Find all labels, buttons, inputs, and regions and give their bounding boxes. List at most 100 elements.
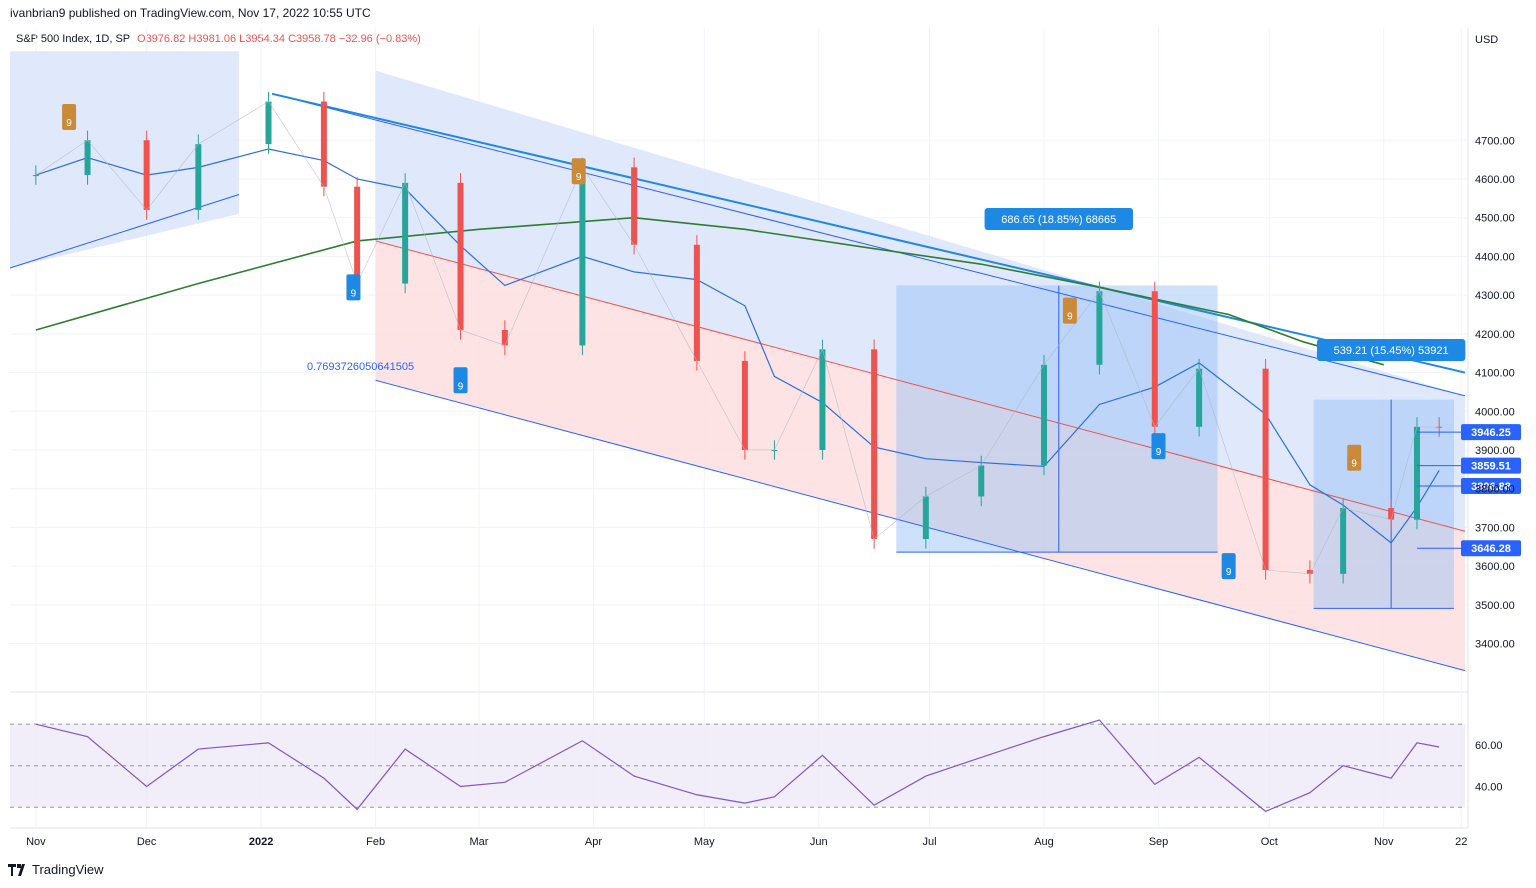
candle-body xyxy=(1151,291,1158,427)
fib-ratio-label: 0.7693726050641505 xyxy=(307,361,414,373)
candle-body xyxy=(265,101,272,145)
footer-brand-text: TradingView xyxy=(32,862,104,877)
candle-body xyxy=(579,167,586,346)
measure-label-1: 686.65 (18.85%) 68665 xyxy=(1001,214,1116,226)
y-tick-label: 3400.00 xyxy=(1475,639,1515,651)
early-channel-fill xyxy=(10,51,239,269)
measure-label-1-bg xyxy=(984,208,1133,230)
channel-upper-fill xyxy=(375,70,1465,532)
td-marker-bg xyxy=(1221,553,1236,580)
td-marker-bg xyxy=(62,104,77,131)
td-marker: 9 xyxy=(1351,459,1357,470)
td-marker-bg xyxy=(1062,297,1077,324)
candle-body xyxy=(631,167,638,245)
x-tick-label: Jun xyxy=(810,836,828,848)
measure-box-2 xyxy=(1313,399,1454,609)
rsi-y-tick-label: 40.00 xyxy=(1475,781,1503,793)
main-downtrend-line xyxy=(271,92,1466,374)
x-tick-label: Nov xyxy=(26,836,46,848)
candle-body xyxy=(1388,508,1395,520)
td-marker-bg xyxy=(453,367,468,394)
price-label: 3806.88 xyxy=(1471,481,1511,493)
candle-body xyxy=(32,175,39,177)
measure-box-1 xyxy=(896,285,1218,553)
td-marker: 9 xyxy=(458,381,464,392)
y-tick-label: 4200.00 xyxy=(1475,329,1515,341)
y-tick-label: 4000.00 xyxy=(1475,406,1515,418)
candle-body xyxy=(84,140,91,176)
y-tick-label: 3500.00 xyxy=(1475,600,1515,612)
candle-body xyxy=(195,144,202,210)
channel-upper-line xyxy=(272,93,1466,397)
y-tick-label: 3700.00 xyxy=(1475,522,1515,534)
td-marker: 9 xyxy=(351,288,357,299)
close-line xyxy=(35,101,1440,575)
y-tick-label: 4400.00 xyxy=(1475,251,1515,263)
symbol-legend: S&P 500 Index, 1D, SP O3976.82 H3981.06 … xyxy=(16,33,421,45)
td-marker-bg xyxy=(346,274,361,301)
y-tick-label: 4500.00 xyxy=(1475,213,1515,225)
candle-body xyxy=(922,496,929,540)
td-marker: 9 xyxy=(1067,312,1073,323)
x-tick-label: Dec xyxy=(137,836,157,848)
candle-body xyxy=(1196,368,1203,427)
candle-body xyxy=(1096,291,1103,365)
measure-label-2-bg xyxy=(1316,339,1466,361)
y-tick-label: 3800.00 xyxy=(1475,484,1515,496)
candle-body xyxy=(819,349,826,450)
ma-200-line xyxy=(35,216,1384,366)
measure-label-2: 539.21 (15.45%) 53921 xyxy=(1334,345,1449,357)
td-marker: 9 xyxy=(576,172,582,183)
tradingview-logo-icon xyxy=(8,863,26,876)
price-label: 3646.28 xyxy=(1471,543,1511,555)
x-tick-label: Mar xyxy=(470,836,489,848)
y-tick-label: 4100.00 xyxy=(1475,368,1515,380)
x-tick-label: Jul xyxy=(922,836,936,848)
candle-body xyxy=(354,186,361,284)
candle-body xyxy=(1340,508,1347,574)
x-tick-label: May xyxy=(694,836,715,848)
price-label: 3946.25 xyxy=(1471,427,1511,439)
candle-body xyxy=(771,449,778,451)
candle-body xyxy=(143,140,150,210)
x-tick-label: 2022 xyxy=(249,836,273,848)
rsi-y-tick-label: 60.00 xyxy=(1475,740,1503,752)
candle-body xyxy=(501,329,508,346)
candle-body xyxy=(1436,426,1443,428)
candle-body xyxy=(1262,368,1269,570)
channel-lower-line xyxy=(375,379,1466,672)
candle-body xyxy=(741,360,748,450)
currency-label: USD xyxy=(1475,34,1498,46)
candle-body xyxy=(1413,426,1420,520)
ma-50-line xyxy=(35,148,1440,544)
x-tick-label: Nov xyxy=(1374,836,1394,848)
published-line: ivanbrian9 published on TradingView.com,… xyxy=(10,6,371,20)
x-tick-label: Apr xyxy=(585,836,602,848)
candle-body xyxy=(1306,569,1313,574)
x-tick-label: 22 xyxy=(1455,836,1467,848)
td-marker-bg xyxy=(1347,444,1362,471)
symbol-name: S&P 500 Index, 1D, SP xyxy=(16,33,130,45)
candle-body xyxy=(320,101,327,187)
channel-lower-fill xyxy=(375,240,1465,671)
td-marker-bg xyxy=(1151,433,1166,460)
footer-brand: TradingView xyxy=(8,862,104,877)
candle-body xyxy=(978,465,985,497)
ohlc-values: O3976.82 H3981.06 L3954.34 C3958.78 −32.… xyxy=(137,33,421,45)
y-tick-label: 4700.00 xyxy=(1475,135,1515,147)
td-marker-bg xyxy=(571,158,586,185)
td-marker: 9 xyxy=(1226,567,1232,578)
x-tick-label: Aug xyxy=(1034,836,1054,848)
td-marker: 9 xyxy=(1156,447,1162,458)
y-tick-label: 4600.00 xyxy=(1475,174,1515,186)
candle-body xyxy=(1041,364,1048,466)
price-label-bg xyxy=(1461,478,1521,495)
rsi-line xyxy=(35,719,1440,813)
candle-body xyxy=(693,244,700,361)
channel-mid-line xyxy=(375,240,1466,532)
candle-body xyxy=(457,182,464,330)
x-tick-label: Oct xyxy=(1261,836,1278,848)
price-label-bg xyxy=(1461,457,1521,474)
price-label-bg xyxy=(1461,540,1521,557)
